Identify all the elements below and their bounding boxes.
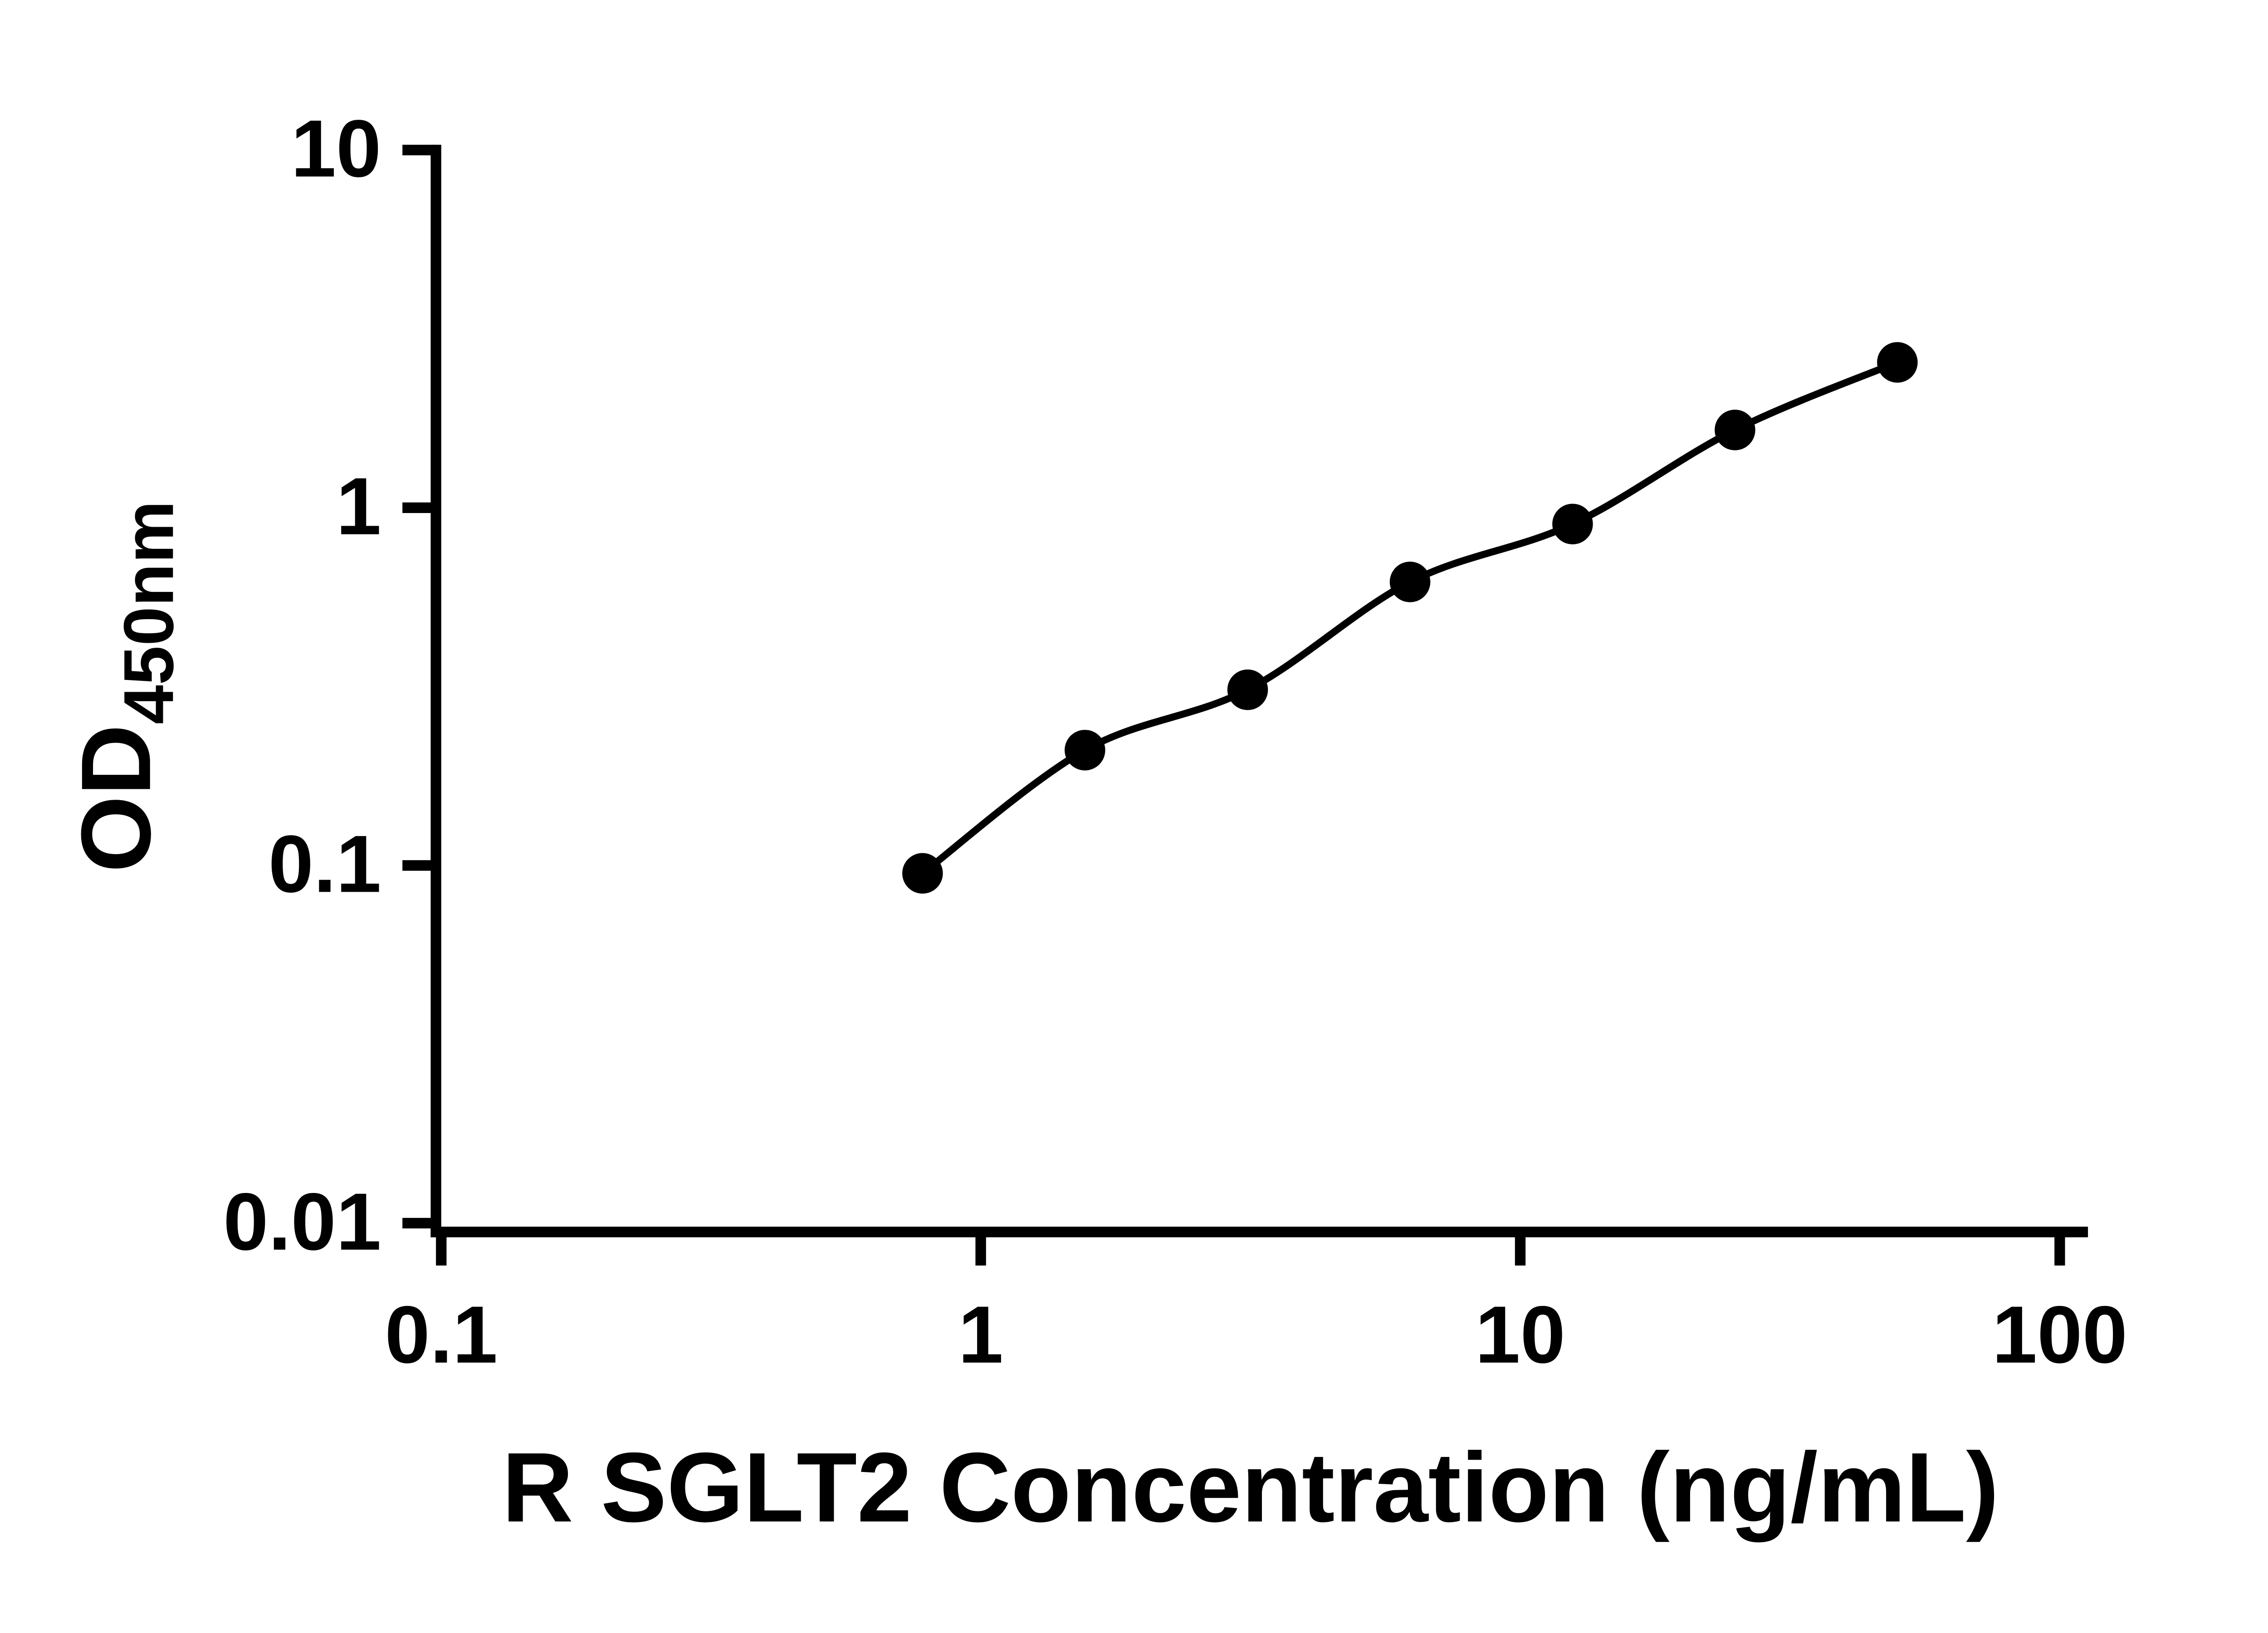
x-axis-title: R SGLT2 Concentration (ng/mL) (502, 1433, 1999, 1543)
data-point (1389, 562, 1431, 602)
y-tick-label: 0.1 (269, 818, 381, 909)
y-axis-title: OD450nm (61, 501, 188, 873)
x-tick-label: 100 (1992, 1289, 2128, 1380)
x-tick-label: 10 (1475, 1289, 1565, 1380)
data-point (1065, 729, 1105, 771)
y-tick-label: 0.01 (223, 1176, 381, 1267)
data-point (1877, 342, 1918, 383)
y-tick-label: 10 (291, 103, 381, 194)
data-point (1715, 410, 1755, 450)
x-tick-label: 0.1 (385, 1289, 498, 1380)
chart-page: 0.1 1 10 100 0.01 0.1 1 10 R SGLT2 Concentration… (61, 103, 2128, 1543)
data-point (1227, 669, 1268, 710)
x-tick-label: 1 (958, 1289, 1003, 1380)
y-tick-label: 1 (336, 461, 381, 552)
data-point (1552, 504, 1593, 544)
data-point (902, 853, 943, 894)
